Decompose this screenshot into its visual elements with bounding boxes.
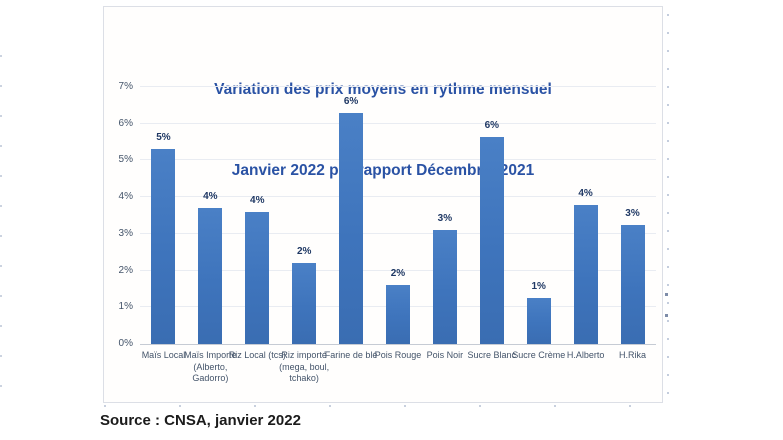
- bar-slot: 1%: [515, 87, 562, 344]
- y-tick-label: 6%: [118, 117, 133, 129]
- bar-value-label: 6%: [484, 119, 500, 131]
- gridline: [140, 232, 656, 234]
- bar-value-label: 6%: [343, 95, 359, 107]
- dotted-guide-left: [0, 55, 2, 395]
- gridline: [140, 269, 656, 271]
- bar: [245, 211, 270, 344]
- gridline: [140, 159, 656, 161]
- category-slot: Maïs Importe (Alberto, Gadorro): [184, 350, 237, 390]
- category-label: Maïs Local: [141, 350, 186, 360]
- bar-slot: 4%: [562, 87, 609, 344]
- category-label: Riz Local (tcs): [228, 350, 286, 360]
- dashes-bottom: [104, 405, 664, 407]
- bar-value-label: 2%: [390, 268, 406, 280]
- bar: [292, 263, 317, 344]
- source-caption: Source : CNSA, janvier 2022: [100, 412, 301, 429]
- category-label: Farine de blé: [324, 350, 378, 360]
- guide-dot: [665, 314, 668, 317]
- gridline: [140, 122, 656, 124]
- y-tick-label: 1%: [118, 301, 133, 313]
- category-slot: Pois Rouge: [375, 350, 422, 390]
- dotted-guide-right: [667, 14, 669, 400]
- chart-frame: Variation des prix moyens en rythme mens…: [103, 6, 663, 403]
- y-tick-label: 2%: [118, 264, 133, 276]
- bar-slot: 2%: [375, 87, 422, 344]
- bar-value-label: 3%: [437, 213, 453, 225]
- y-tick-label: 4%: [118, 191, 133, 203]
- y-tick-label: 7%: [118, 81, 133, 92]
- category-label: Riz importé (mega, boul, tchako): [279, 350, 330, 383]
- bar-value-label: 5%: [156, 132, 171, 144]
- bar-slot: 4%: [187, 87, 234, 344]
- category-label: Pois Noir: [426, 350, 464, 360]
- category-label: Sucre Blanc: [467, 350, 517, 360]
- bar: [339, 112, 364, 344]
- bar-slot: 3%: [421, 87, 468, 344]
- bar: [198, 208, 223, 344]
- bar-value-label: 4%: [250, 194, 265, 206]
- bar-value-label: 2%: [296, 246, 312, 258]
- bar: [385, 285, 410, 344]
- bar-value-label: 4%: [578, 187, 593, 199]
- category-slot: Riz Local (tcs): [229, 350, 286, 390]
- category-label: H.Rika: [619, 350, 647, 360]
- x-axis-labels: Maïs Local Maïs Importe (Alberto, Gadorro…: [140, 350, 656, 390]
- bar-slot: 4%: [234, 87, 281, 344]
- category-label: Sucre Crème: [512, 350, 566, 360]
- bar: [479, 136, 504, 344]
- bar-slot: 6%: [468, 87, 515, 344]
- category-slot: Farine de blé: [324, 350, 378, 390]
- bar-value-label: 1%: [531, 281, 546, 293]
- bar-slot: 2%: [281, 87, 328, 344]
- bar-value-label: 4%: [203, 191, 218, 203]
- y-tick-label: 0%: [118, 338, 133, 349]
- y-tick-label: 3%: [118, 227, 133, 239]
- category-slot: Maïs Local: [140, 350, 187, 390]
- bar: [573, 204, 598, 344]
- bar-value-label: 3%: [625, 207, 640, 219]
- bars: 5% 4% 4% 2% 6% 2% 3% 6% 1% 4% 3%: [140, 87, 656, 344]
- guide-dot: [665, 293, 668, 296]
- category-label: Pois Rouge: [374, 350, 422, 360]
- y-axis-labels: 0% 1% 2% 3% 4% 5% 6% 7%: [104, 81, 133, 349]
- category-label: Maïs Importe (Alberto, Gadorro): [184, 350, 237, 383]
- plot-area: 5% 4% 4% 2% 6% 2% 3% 6% 1% 4% 3%: [140, 86, 656, 345]
- category-slot: Sucre Crème: [512, 350, 566, 390]
- chart-title-line1: Variation des prix moyens en rythme mens…: [214, 81, 552, 98]
- category-slot: H.Alberto: [562, 350, 609, 390]
- gridline: [140, 86, 656, 87]
- bar-slot: 6%: [328, 87, 375, 344]
- gridline: [140, 196, 656, 198]
- category-slot: H.Rika: [609, 350, 656, 390]
- category-label: H.Alberto: [566, 350, 605, 360]
- bar: [432, 230, 457, 344]
- bar-slot: 5%: [140, 87, 187, 344]
- category-slot: Pois Noir: [421, 350, 468, 390]
- category-slot: Sucre Blanc: [467, 350, 517, 390]
- y-tick-label: 5%: [118, 154, 133, 166]
- bar-slot: 3%: [609, 87, 656, 344]
- chart-title: Variation des prix moyens en rythme mens…: [104, 22, 662, 238]
- bar: [526, 298, 551, 344]
- category-slot: Riz importé (mega, boul, tchako): [279, 350, 330, 390]
- bar: [620, 224, 645, 344]
- bar: [151, 149, 176, 344]
